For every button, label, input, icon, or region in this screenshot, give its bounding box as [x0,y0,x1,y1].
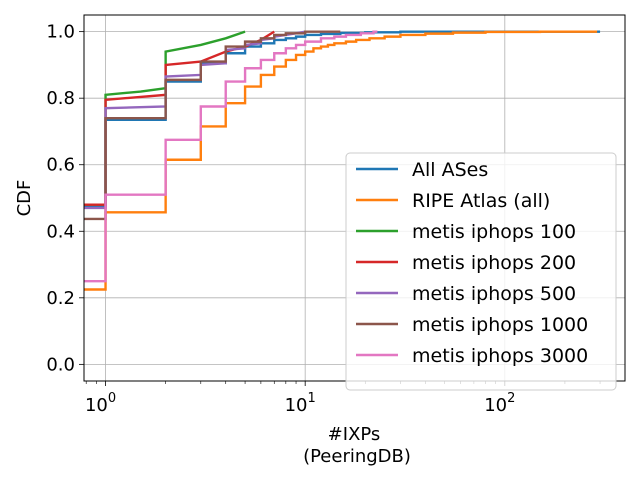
y-axis-label: CDF [14,180,35,217]
legend-label: metis iphops 3000 [412,345,588,367]
series-line-metis-iphops-1000 [84,30,341,221]
legend-label: metis iphops 1000 [412,314,588,336]
x-tick-label-exponent: 1 [307,391,315,406]
series-lines [84,30,601,291]
y-tick-label: 0.4 [46,221,75,242]
y-axis-ticks: 0.0 0.2 0.4 0.6 0.8 1.0 [46,22,84,375]
legend: All ASes RIPE Atlas (all) metis iphops 100… [345,152,617,391]
y-tick-label: 0.8 [46,88,75,109]
legend-label: All ASes [412,159,488,181]
series-line-all-ases [84,30,601,208]
legend-entry: metis iphops 1000 [356,314,588,336]
legend-entry: metis iphops 100 [356,221,576,243]
x-axis-label: #IXPs [328,424,381,445]
y-tick-label: 0.0 [46,354,75,375]
legend-entry: RIPE Atlas (all) [356,190,550,212]
series-line-metis-iphops-3000 [84,30,378,283]
legend-label: metis iphops 500 [412,283,576,305]
legend-label: metis iphops 200 [412,252,576,274]
legend-box [345,152,617,391]
y-tick-label: 1.0 [46,22,75,43]
x-tick-label: 100 [85,391,116,416]
x-axis-label-sub: (PeeringDB) [303,446,411,467]
x-tick-label: 102 [484,391,515,416]
legend-entry: metis iphops 200 [356,252,576,274]
legend-label: RIPE Atlas (all) [412,190,550,212]
legend-entry: metis iphops 500 [356,283,576,305]
x-tick-label-exponent: 2 [507,391,515,406]
legend-entry: metis iphops 3000 [356,345,588,367]
legend-label: metis iphops 100 [412,221,576,243]
x-axis-ticks: 100 101 102 [85,381,601,416]
legend-entry: All ASes [356,159,488,181]
y-tick-label: 0.2 [46,288,75,309]
y-tick-label: 0.6 [46,155,75,176]
x-tick-label: 101 [285,391,316,416]
x-tick-label-exponent: 0 [108,391,116,406]
series-line-metis-iphops-500 [84,30,306,210]
